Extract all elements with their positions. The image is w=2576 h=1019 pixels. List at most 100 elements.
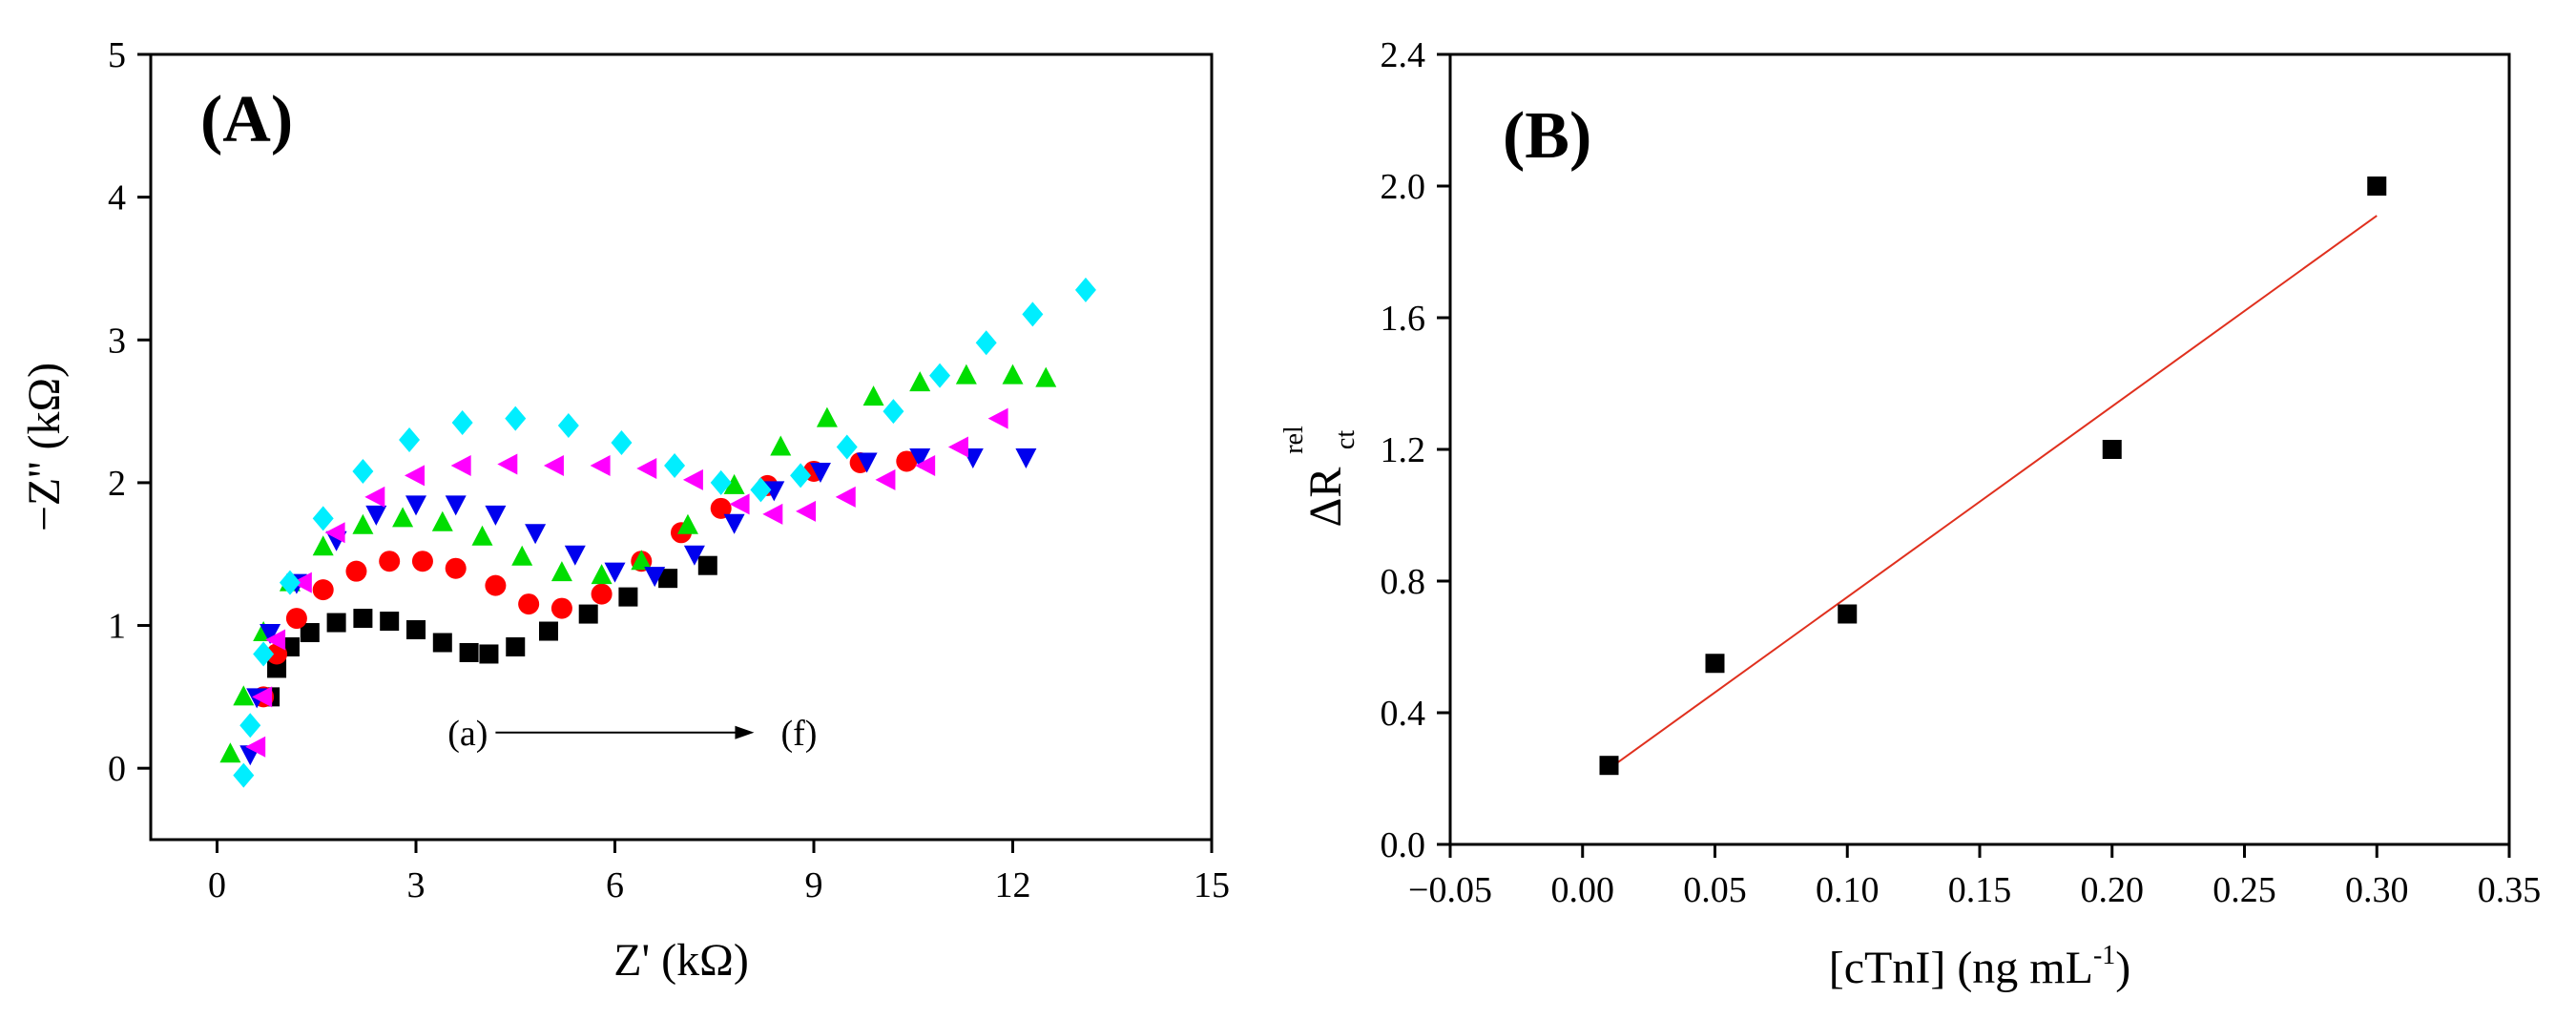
series-5 — [245, 407, 1008, 758]
y-axis-label-sup: rel — [1279, 426, 1309, 454]
data-point — [591, 583, 613, 605]
data-point — [497, 453, 518, 475]
data-point — [364, 486, 385, 508]
data-point — [915, 454, 936, 476]
data-point — [723, 473, 745, 494]
data-point — [676, 513, 698, 534]
data-point — [265, 629, 286, 651]
y-tick-label: 2 — [108, 464, 126, 504]
data-point — [683, 545, 705, 566]
y-axis-label-sub: ct — [1331, 430, 1361, 449]
data-point — [506, 636, 526, 656]
x-tick-label: 0 — [208, 865, 226, 905]
data-point — [450, 454, 471, 476]
x-tick-label: 0.30 — [2345, 870, 2409, 910]
data-point — [1015, 447, 1037, 468]
series-2 — [253, 450, 918, 708]
data-point — [636, 457, 657, 479]
y-tick-label: 0.8 — [1381, 562, 1426, 602]
data-point — [459, 642, 479, 662]
data-point — [723, 513, 745, 534]
data-point — [770, 435, 792, 456]
data-point — [285, 608, 307, 630]
data-point — [279, 570, 301, 595]
data-point — [543, 454, 564, 476]
data-point — [578, 604, 598, 624]
data-point — [611, 430, 633, 456]
y-tick-label: 1 — [108, 607, 126, 647]
data-point — [239, 713, 261, 738]
x-tick-label: 0.15 — [1948, 870, 2012, 910]
x-tick-label: 12 — [995, 865, 1031, 905]
data-point — [471, 525, 493, 546]
data-point — [591, 564, 613, 585]
data-point — [312, 579, 334, 601]
annotation-end-label: (f) — [780, 714, 817, 754]
data-point — [682, 468, 703, 490]
series-4 — [239, 447, 1037, 766]
data-point — [762, 503, 783, 525]
data-point — [352, 513, 374, 534]
data-point — [796, 500, 817, 522]
data-point — [710, 497, 732, 519]
data-point — [505, 406, 527, 431]
data-point — [431, 510, 453, 531]
x-tick-label: 0.00 — [1551, 870, 1615, 910]
x-tick-label: 15 — [1194, 865, 1230, 905]
data-point — [551, 561, 572, 582]
data-point — [245, 736, 266, 758]
data-point — [353, 609, 373, 629]
data-point — [1074, 277, 1096, 302]
data-point — [380, 612, 400, 632]
y-tick-label: 5 — [108, 35, 126, 75]
y-tick-label: 1.2 — [1381, 430, 1426, 470]
data-point — [729, 493, 750, 515]
data-point — [790, 463, 812, 489]
data-point — [1599, 756, 1619, 776]
data-point — [1838, 604, 1858, 624]
data-point — [763, 481, 785, 502]
data-point — [405, 465, 425, 487]
data-point — [557, 413, 579, 439]
data-point — [750, 477, 772, 503]
x-axis-label: [cTnI] (ng mL-1) — [1829, 941, 2131, 993]
x-axis-label-end: ) — [2115, 943, 2130, 993]
data-point — [312, 506, 334, 531]
y-axis-label: −Z'' (kΩ) — [19, 363, 70, 531]
plot-frame — [1448, 52, 2511, 846]
y-tick-label: 4 — [108, 178, 126, 218]
data-point — [896, 450, 918, 472]
fit-line — [1608, 215, 2378, 770]
data-point — [1002, 364, 1024, 385]
data-point — [485, 574, 507, 596]
data-point — [835, 486, 856, 508]
data-point — [411, 551, 433, 572]
data-point — [479, 644, 499, 664]
data-point — [267, 658, 287, 678]
y-tick-label: 2.0 — [1381, 167, 1426, 207]
data-point — [618, 587, 638, 607]
x-tick-label: −0.05 — [1408, 870, 1492, 910]
data-point — [604, 562, 626, 583]
data-point — [987, 407, 1008, 429]
data-point — [352, 458, 374, 484]
data-point — [836, 434, 858, 460]
data-point — [955, 364, 977, 385]
data-point — [511, 545, 533, 566]
data-point — [710, 469, 732, 495]
data-point — [324, 522, 345, 544]
data-point — [539, 621, 558, 641]
data-point — [260, 624, 281, 645]
data-point — [345, 560, 367, 582]
x-tick-label: 0.05 — [1683, 870, 1747, 910]
data-point — [518, 593, 540, 615]
data-point — [590, 454, 611, 476]
y-tick-label: 0 — [108, 749, 126, 789]
data-point — [2367, 177, 2387, 196]
data-point — [365, 505, 387, 526]
data-point — [445, 557, 467, 579]
data-point — [658, 569, 678, 589]
data-point — [875, 468, 896, 490]
